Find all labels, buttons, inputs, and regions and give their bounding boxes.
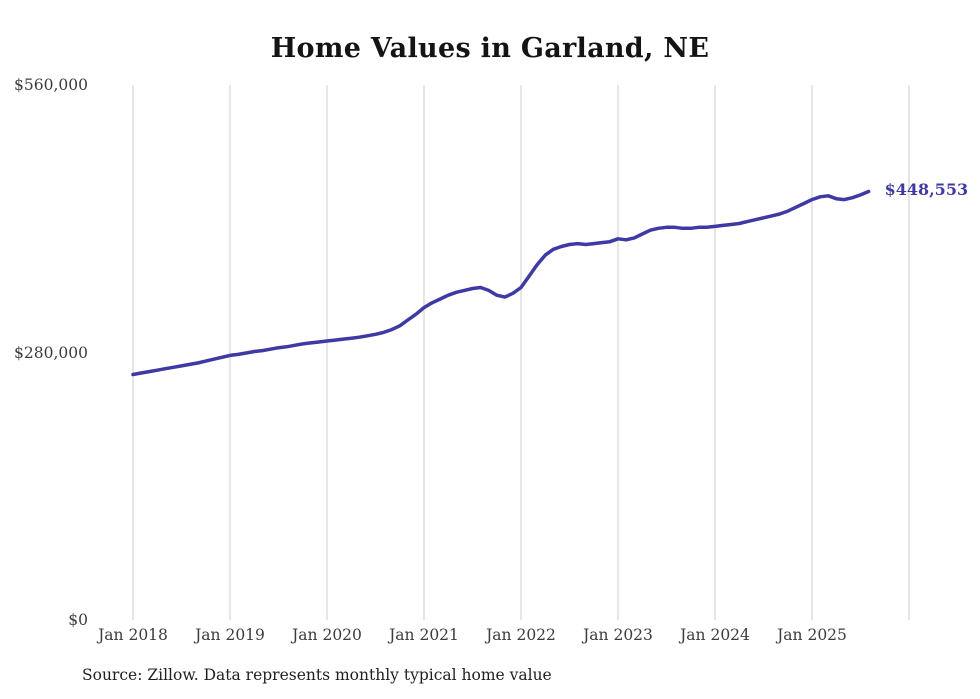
chart-title: Home Values in Garland, NE xyxy=(270,33,710,64)
y-axis-label: $560,000 xyxy=(14,76,88,94)
y-axis-label: $280,000 xyxy=(14,343,88,362)
x-axis-label: Jan 2021 xyxy=(389,626,459,644)
source-note: Source: Zillow. Data represents monthly … xyxy=(82,666,552,684)
x-axis-label: Jan 2018 xyxy=(98,626,168,644)
x-axis-label: Jan 2019 xyxy=(195,626,265,644)
home-value-line xyxy=(131,189,871,377)
end-value-label: $448,553 xyxy=(884,180,969,200)
x-axis-label: Jan 2025 xyxy=(777,626,847,644)
y-axis-label: $0 xyxy=(68,611,88,629)
x-axis-label: Jan 2024 xyxy=(680,626,750,644)
x-axis-label: Jan 2020 xyxy=(292,626,362,644)
x-axis-label: Jan 2023 xyxy=(583,626,653,644)
x-axis-label: Jan 2022 xyxy=(486,626,556,644)
